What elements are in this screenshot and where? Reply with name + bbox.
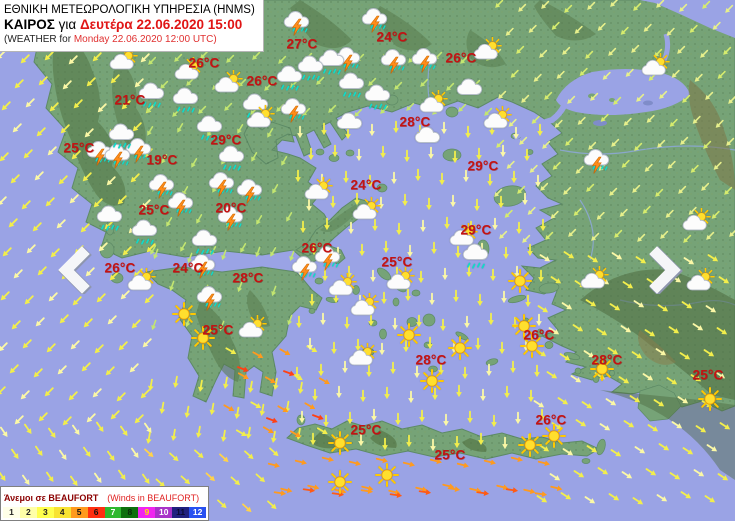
weather-word: ΚΑΙΡΟΣ bbox=[4, 17, 55, 33]
beaufort-cell: 2 bbox=[19, 507, 37, 518]
beaufort-cell: 5 bbox=[70, 507, 88, 518]
beaufort-cell: 1 bbox=[3, 507, 20, 518]
forecast-datetime-utc: Monday 22.06.2020 12:00 UTC) bbox=[73, 34, 217, 46]
beaufort-legend: Άνεμοι σε BEAUFORT (Winds in BEAUFORT) 1… bbox=[0, 486, 209, 521]
beaufort-color-scale: 1 2 3 4 5 6 7 8 9 10 11 12 bbox=[3, 507, 207, 518]
beaufort-cell: 3 bbox=[36, 507, 54, 518]
forecast-title-line: ΚΑΙΡΟΣ για Δευτέρα 22.06.2020 15:00 bbox=[4, 17, 255, 34]
weather-for-english: (WEATHER for bbox=[4, 34, 72, 46]
legend-title-greek: Άνεμοι σε BEAUFORT bbox=[4, 493, 99, 503]
next-forecast-arrow-button[interactable] bbox=[646, 246, 686, 294]
beaufort-cell: 12 bbox=[189, 507, 207, 518]
map-title-bar: ΕΘΝΙΚΗ ΜΕΤΕΩΡΟΛΟΓΙΚΗ ΥΠΗΡΕΣΙΑ (HNMS) ΚΑΙ… bbox=[0, 0, 264, 52]
beaufort-cell: 9 bbox=[138, 507, 156, 518]
agency-title: ΕΘΝΙΚΗ ΜΕΤΕΩΡΟΛΟΓΙΚΗ ΥΠΗΡΕΣΙΑ (HNMS) bbox=[4, 4, 255, 16]
beaufort-legend-title: Άνεμοι σε BEAUFORT (Winds in BEAUFORT) bbox=[4, 488, 206, 506]
forecast-datetime-local: Δευτέρα 22.06.2020 15:00 bbox=[79, 17, 243, 33]
beaufort-cell: 8 bbox=[121, 507, 139, 518]
legend-title-english: (Winds in BEAUFORT) bbox=[107, 493, 200, 503]
beaufort-cell: 11 bbox=[172, 507, 190, 518]
for-word: για bbox=[58, 17, 77, 33]
marmara-black-sea bbox=[512, 0, 735, 141]
beaufort-cell: 6 bbox=[87, 507, 105, 518]
beaufort-cell: 4 bbox=[53, 507, 71, 518]
beaufort-cell: 10 bbox=[155, 507, 173, 518]
forecast-subtitle-line: (WEATHER for Monday 22.06.2020 12:00 UTC… bbox=[4, 34, 255, 47]
previous-forecast-arrow-button[interactable] bbox=[54, 246, 94, 294]
beaufort-cell: 7 bbox=[104, 507, 122, 518]
